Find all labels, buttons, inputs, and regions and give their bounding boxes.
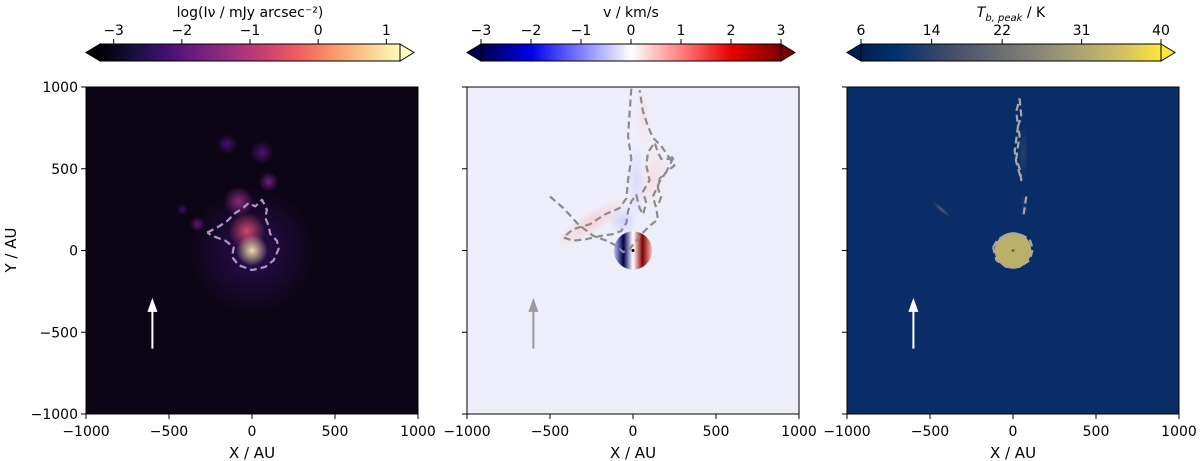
colorbar-tick-label: 14 <box>923 23 941 39</box>
panel-temperature: Tb, peak / K 6 14 22 31 40 −1000 −500 0 500 1000… <box>823 5 1197 461</box>
colorbar-tick-label: −2 <box>171 23 192 39</box>
x-tick-label: 1000 <box>400 424 436 440</box>
colorbar-temperature-gradient <box>861 44 1161 61</box>
velocity-contours <box>549 88 676 254</box>
temperature-axis-ticks: −1000 −500 0 500 1000 <box>823 86 1197 440</box>
colorbar-temperature-ticks: 6 14 22 31 40 <box>857 23 1170 44</box>
temperature-feature <box>1017 125 1028 179</box>
arrow-head <box>528 297 539 312</box>
y-tick-label: −500 <box>40 325 78 341</box>
x-tick-label: 1000 <box>1161 424 1197 440</box>
emission-blob <box>258 171 279 192</box>
colorbar-temperature-frame <box>860 43 1162 62</box>
emission-blob <box>189 216 205 232</box>
x-tick-label: 500 <box>1083 424 1110 440</box>
x-tick-label: 0 <box>629 424 638 440</box>
colorbar-tick-label: 1 <box>677 23 686 39</box>
colorbar-intensity-extend-low <box>85 43 101 62</box>
temperature-feature <box>932 201 951 218</box>
y-tick-label: −1000 <box>31 407 78 423</box>
colorbar-temperature-label: Tb, peak / K <box>977 5 1046 24</box>
arrow-head <box>908 297 919 312</box>
x-tick-label: 0 <box>248 424 257 440</box>
x-axis-label: X / AU <box>610 444 656 461</box>
x-tick-label: −1000 <box>62 424 109 440</box>
colorbar-tick-label: −1 <box>571 23 592 39</box>
colorbar-intensity-ticks: −3 −2 −1 0 1 <box>103 23 391 44</box>
x-tick-label: −500 <box>150 424 188 440</box>
colorbar-intensity-label: log(Iν / mJy arcsec⁻²) <box>177 5 324 21</box>
velocity-flow <box>634 83 652 150</box>
temperature-contours <box>992 98 1035 268</box>
emission-blob <box>223 186 254 217</box>
contour-line <box>1021 196 1028 218</box>
y-axis-label: Y / AU <box>2 228 20 274</box>
y-tick-label: 0 <box>69 244 78 260</box>
intensity-axis-ticks: −1000 −500 0 500 1000 −1000 −500 0 500 1000 <box>31 80 436 440</box>
colorbar-tick-label: −3 <box>103 23 124 39</box>
colorbar-velocity-gradient <box>481 44 781 61</box>
colorbar-tick-label: −3 <box>471 23 492 39</box>
disk-center <box>1011 249 1015 252</box>
colorbar-tick-label: 0 <box>627 23 636 39</box>
orientation-arrow-velocity <box>528 297 539 349</box>
panel-intensity: log(Iν / mJy arcsec⁻²) −3 −2 −1 0 1 −1000 −50… <box>2 5 436 461</box>
arrow-head <box>147 297 158 312</box>
colorbar-tick-label: 6 <box>857 23 866 39</box>
x-tick-label: 1000 <box>781 424 817 440</box>
emission-blob <box>236 234 268 267</box>
colorbar-temperature-extend-high <box>1160 43 1176 62</box>
colorbar-tick-label: 1 <box>382 23 391 39</box>
y-tick-label: 1000 <box>42 80 78 96</box>
velocity-flow <box>608 206 638 237</box>
image-velocity <box>466 83 800 415</box>
contour-line <box>562 88 676 242</box>
contour-line <box>1013 98 1023 182</box>
colorbar-temperature: Tb, peak / K 6 14 22 31 40 <box>846 5 1176 62</box>
x-tick-label: −500 <box>911 424 949 440</box>
emission-blob <box>176 203 189 216</box>
disk-center <box>631 249 635 252</box>
x-tick-label: −500 <box>531 424 569 440</box>
orientation-arrow-intensity <box>147 297 158 349</box>
velocity-axis-ticks: −1000 −500 0 500 1000 <box>443 86 817 440</box>
x-tick-label: 500 <box>322 424 349 440</box>
colorbar-velocity-extend-high <box>780 43 796 62</box>
colorbar-tick-label: 31 <box>1073 23 1091 39</box>
colorbar-velocity: v / km/s −3 −2 −1 0 1 2 3 <box>466 5 796 62</box>
emission-blob <box>250 140 274 165</box>
orientation-arrow-temperature <box>908 297 919 349</box>
contour-line <box>549 90 676 254</box>
contour-line <box>992 233 1035 268</box>
colorbar-intensity-gradient <box>100 44 400 61</box>
colorbar-velocity-ticks: −3 −2 −1 0 1 2 3 <box>471 23 786 44</box>
colorbar-velocity-label: v / km/s <box>603 5 659 21</box>
colorbar-velocity-extend-low <box>466 43 482 62</box>
colorbar-tick-label: 22 <box>993 23 1011 39</box>
colorbar-intensity: log(Iν / mJy arcsec⁻²) −3 −2 −1 0 1 <box>85 5 415 62</box>
colorbar-intensity-extend-high <box>399 43 415 62</box>
x-tick-label: 0 <box>1009 424 1018 440</box>
colorbar-tick-label: 0 <box>314 23 323 39</box>
x-tick-label: −1000 <box>823 424 870 440</box>
colorbar-tick-label: 2 <box>727 23 736 39</box>
y-tick-label: 500 <box>51 162 78 178</box>
x-axis-label: X / AU <box>229 444 275 461</box>
colorbar-tick-label: −1 <box>240 23 261 39</box>
colorbar-tick-label: 40 <box>1152 23 1170 39</box>
colorbar-tick-label: −2 <box>521 23 542 39</box>
contour-line <box>206 198 280 272</box>
panel-velocity: v / km/s −3 −2 −1 0 1 2 3 −1000 −500 0 500 1000 X … <box>443 5 817 461</box>
colorbar-temperature-extend-low <box>846 43 862 62</box>
colorbar-tick-label: 3 <box>777 23 786 39</box>
image-temperature <box>846 86 1180 415</box>
intensity-contours <box>206 198 280 272</box>
x-axis-label: X / AU <box>990 444 1036 461</box>
x-tick-label: −1000 <box>443 424 490 440</box>
image-intensity <box>85 86 419 415</box>
x-tick-label: 500 <box>703 424 730 440</box>
velocity-flow <box>638 144 668 210</box>
emission-blob <box>217 134 238 155</box>
